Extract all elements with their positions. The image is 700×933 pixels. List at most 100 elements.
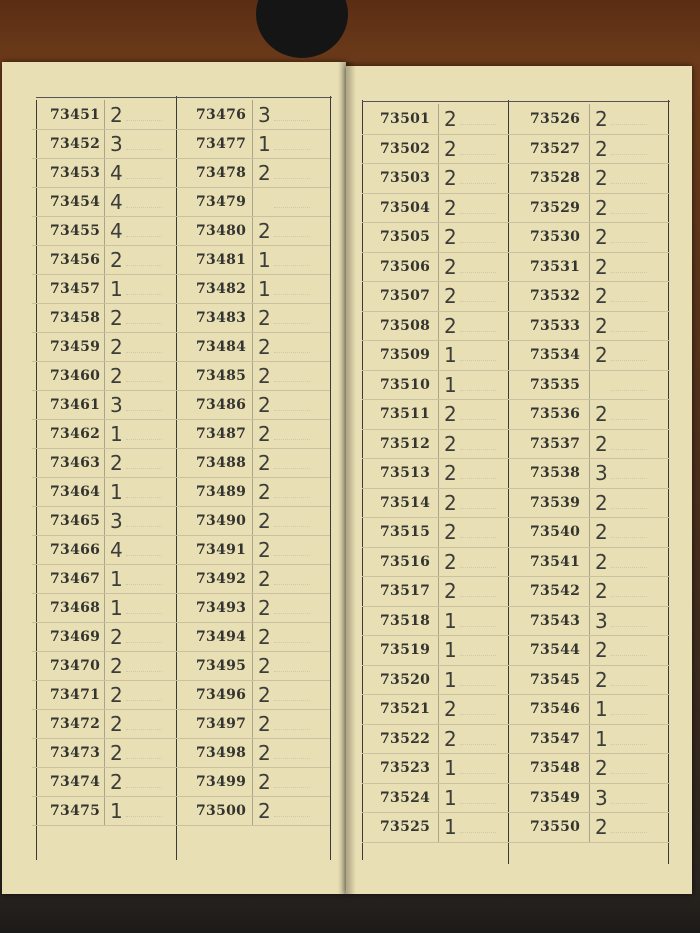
entry-number: 73471 — [50, 687, 101, 703]
entry-mark: 2 — [110, 683, 123, 707]
row-rule — [516, 281, 670, 282]
entry-number: 73507 — [380, 288, 431, 304]
faded-stamp — [274, 545, 310, 556]
entry-number: 73546 — [530, 701, 581, 717]
entry-mark: 2 — [444, 225, 457, 249]
faded-stamp — [274, 226, 310, 237]
row-rule — [516, 546, 670, 548]
rule — [104, 100, 105, 825]
faded-stamp — [460, 232, 496, 243]
entry-mark: 2 — [110, 335, 123, 359]
faded-stamp — [460, 468, 496, 479]
row-rule — [32, 187, 176, 188]
row-rule — [516, 605, 670, 607]
entry-mark: 2 — [258, 799, 271, 823]
faded-stamp — [126, 690, 162, 701]
entry-mark: 4 — [110, 538, 123, 562]
faded-stamp — [611, 203, 647, 214]
entry-mark: 2 — [595, 254, 608, 279]
top-rule — [36, 97, 332, 98]
faded-stamp — [274, 719, 310, 730]
entry-mark: 3 — [110, 132, 123, 156]
entry-mark: 2 — [258, 393, 271, 417]
rule — [438, 104, 439, 842]
row-rule — [516, 222, 670, 223]
row-rule — [516, 487, 670, 489]
entry-number: 73547 — [530, 730, 581, 747]
faded-stamp — [460, 114, 496, 125]
entry-mark: 2 — [595, 107, 608, 131]
entry-number: 73515 — [380, 524, 431, 540]
faded-stamp — [611, 439, 647, 450]
entry-mark: 2 — [444, 313, 457, 338]
rule — [36, 100, 37, 860]
entry-mark: 2 — [595, 579, 608, 603]
entry-mark: 2 — [595, 490, 608, 515]
faded-stamp — [460, 645, 496, 656]
entry-mark: 2 — [595, 313, 608, 338]
faded-stamp — [611, 144, 647, 155]
row-rule — [516, 753, 670, 754]
row-rule — [362, 546, 516, 548]
entry-mark: 1 — [595, 726, 608, 751]
faded-stamp — [611, 704, 647, 715]
entry-number: 73533 — [530, 317, 581, 334]
entry-number: 73458 — [50, 310, 101, 326]
entry-number: 73467 — [50, 571, 101, 587]
row-rule — [32, 158, 176, 159]
faded-stamp — [126, 487, 162, 498]
entry-mark: 2 — [258, 480, 271, 504]
rule — [508, 100, 509, 864]
faded-stamp — [460, 734, 496, 745]
entry-mark: 2 — [444, 136, 457, 161]
entry-number: 73490 — [196, 513, 247, 529]
entry-mark: 2 — [258, 509, 271, 533]
entry-number: 73512 — [380, 435, 431, 452]
entry-mark: 1 — [110, 277, 123, 301]
row-rule — [362, 310, 516, 312]
entry-number: 73492 — [196, 571, 247, 587]
entry-number: 73472 — [50, 716, 101, 732]
row-rule — [176, 390, 330, 391]
faded-stamp — [126, 458, 162, 469]
entry-number: 73453 — [50, 165, 101, 181]
row-rule — [362, 487, 516, 489]
entry-number: 73521 — [380, 701, 431, 717]
faded-stamp — [460, 527, 496, 538]
row-rule — [32, 680, 176, 681]
faded-stamp — [274, 632, 310, 643]
entry-number: 73477 — [196, 136, 247, 152]
entry-mark: 2 — [258, 683, 271, 707]
faded-stamp — [460, 262, 496, 273]
entry-mark: 2 — [258, 625, 271, 649]
spine-shadow — [338, 62, 356, 894]
row-rule — [176, 274, 330, 275]
entry-number: 73532 — [530, 288, 581, 304]
faded-stamp — [274, 313, 310, 324]
entry-mark: 2 — [444, 402, 457, 426]
faded-stamp — [126, 661, 162, 672]
entry-mark: 2 — [595, 195, 608, 220]
faded-stamp — [611, 173, 647, 184]
row-rule — [516, 635, 670, 636]
entry-number: 73502 — [380, 140, 431, 157]
row-rule — [176, 796, 330, 797]
row-rule — [362, 163, 516, 164]
entry-mark: 2 — [258, 741, 271, 765]
entry-number: 73459 — [50, 339, 101, 355]
entry-mark: 2 — [110, 451, 123, 475]
entry-mark: 2 — [110, 625, 123, 649]
faded-stamp — [126, 719, 162, 730]
entry-number: 73473 — [50, 745, 101, 761]
row-rule — [32, 477, 176, 478]
row-rule — [32, 564, 176, 565]
entry-mark: 2 — [444, 726, 457, 751]
faded-stamp — [611, 409, 647, 420]
faded-stamp — [611, 350, 647, 361]
entry-mark: 2 — [595, 549, 608, 574]
entry-mark: 1 — [444, 756, 457, 780]
faded-stamp — [460, 586, 496, 597]
faded-stamp — [611, 616, 647, 627]
entry-mark: 1 — [444, 608, 457, 633]
